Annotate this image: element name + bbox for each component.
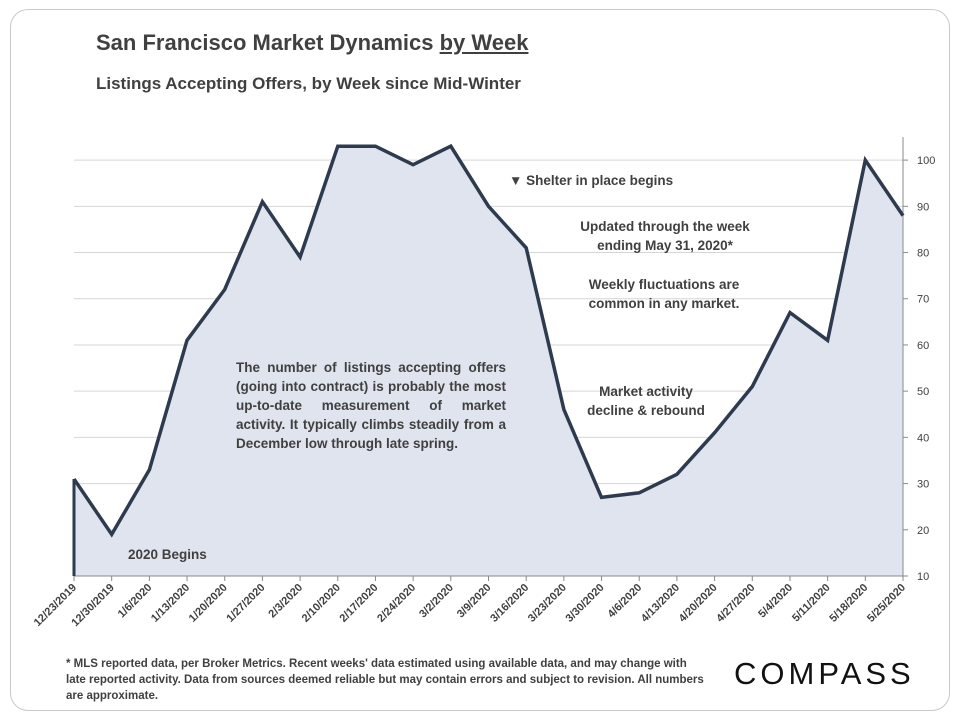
x-tick-label: 2/24/2020 [375, 582, 418, 625]
series-line [72, 143, 905, 538]
y-tick-label: 30 [917, 479, 929, 491]
y-tick-label: 20 [917, 525, 929, 537]
y-tick-label: 40 [917, 432, 929, 444]
x-tick-label: 3/9/2020 [455, 582, 494, 621]
x-tick-label: 3/16/2020 [488, 582, 531, 625]
x-tick-label: 1/13/2020 [149, 582, 192, 625]
x-tick-label: 1/20/2020 [187, 582, 230, 625]
year-begins-annotation: 2020 Begins [128, 547, 207, 562]
description-note: The number of listings accepting offers … [236, 360, 506, 451]
y-tick-label: 60 [917, 340, 929, 352]
x-tick-label: 5/18/2020 [827, 582, 870, 625]
x-tick-label: 4/20/2020 [677, 582, 720, 625]
y-tick-label: 90 [917, 201, 929, 213]
x-tick-label: 5/25/2020 [865, 582, 908, 625]
axes [72, 137, 908, 581]
chart-title: San Francisco Market Dynamics by Week [96, 30, 529, 55]
x-tick-label: 2/10/2020 [300, 582, 343, 625]
fluct-line-2: common in any market. [588, 296, 740, 311]
y-tick-label: 50 [917, 386, 929, 398]
area-fill [74, 146, 903, 576]
x-tick-label: 2/17/2020 [337, 582, 380, 625]
x-tick-label: 1/6/2020 [116, 582, 155, 621]
x-tick-label: 3/23/2020 [526, 582, 569, 625]
updated-line-2: ending May 31, 2020* [597, 238, 733, 253]
chart-subtitle: Listings Accepting Offers, by Week since… [96, 74, 521, 93]
x-tick-label: 5/11/2020 [790, 582, 833, 625]
x-tick-label: 3/30/2020 [564, 582, 607, 625]
shelter-annotation: ▼ Shelter in place begins [509, 173, 674, 188]
y-tick-labels: 10 20 30 40 50 60 70 80 90 100 [917, 155, 935, 583]
x-tick-label: 3/2/2020 [417, 582, 456, 621]
compass-logo: COMPASS [734, 656, 915, 691]
footnote: * MLS reported data, per Broker Metrics.… [66, 658, 704, 702]
fluct-line-1: Weekly fluctuations are [588, 277, 740, 292]
title-underlined: by Week [439, 30, 529, 55]
y-tick-label: 70 [917, 294, 929, 306]
decline-line-2: decline & rebound [587, 403, 705, 418]
x-tick-label: 1/27/2020 [224, 582, 267, 625]
x-tick-label: 5/4/2020 [756, 582, 795, 621]
x-tick-label: 4/27/2020 [714, 582, 757, 625]
updated-annotation: Updated through the week ending May 31, … [556, 217, 774, 255]
y-tick-label: 10 [917, 571, 929, 583]
decline-annotation: Market activity decline & rebound [574, 382, 718, 420]
y-tick-label: 100 [917, 155, 935, 167]
updated-line-1: Updated through the week [580, 219, 750, 234]
x-tick-label: 4/6/2020 [606, 582, 645, 621]
x-tick-label: 2/3/2020 [266, 582, 305, 621]
x-tick-labels: 12/23/201912/30/20191/6/20201/13/20201/2… [32, 582, 908, 629]
decline-line-1: Market activity [599, 384, 693, 399]
fluctuations-annotation: Weekly fluctuations are common in any ma… [566, 275, 762, 313]
x-tick-label: 4/13/2020 [639, 582, 682, 625]
y-tick-label: 80 [917, 248, 929, 260]
